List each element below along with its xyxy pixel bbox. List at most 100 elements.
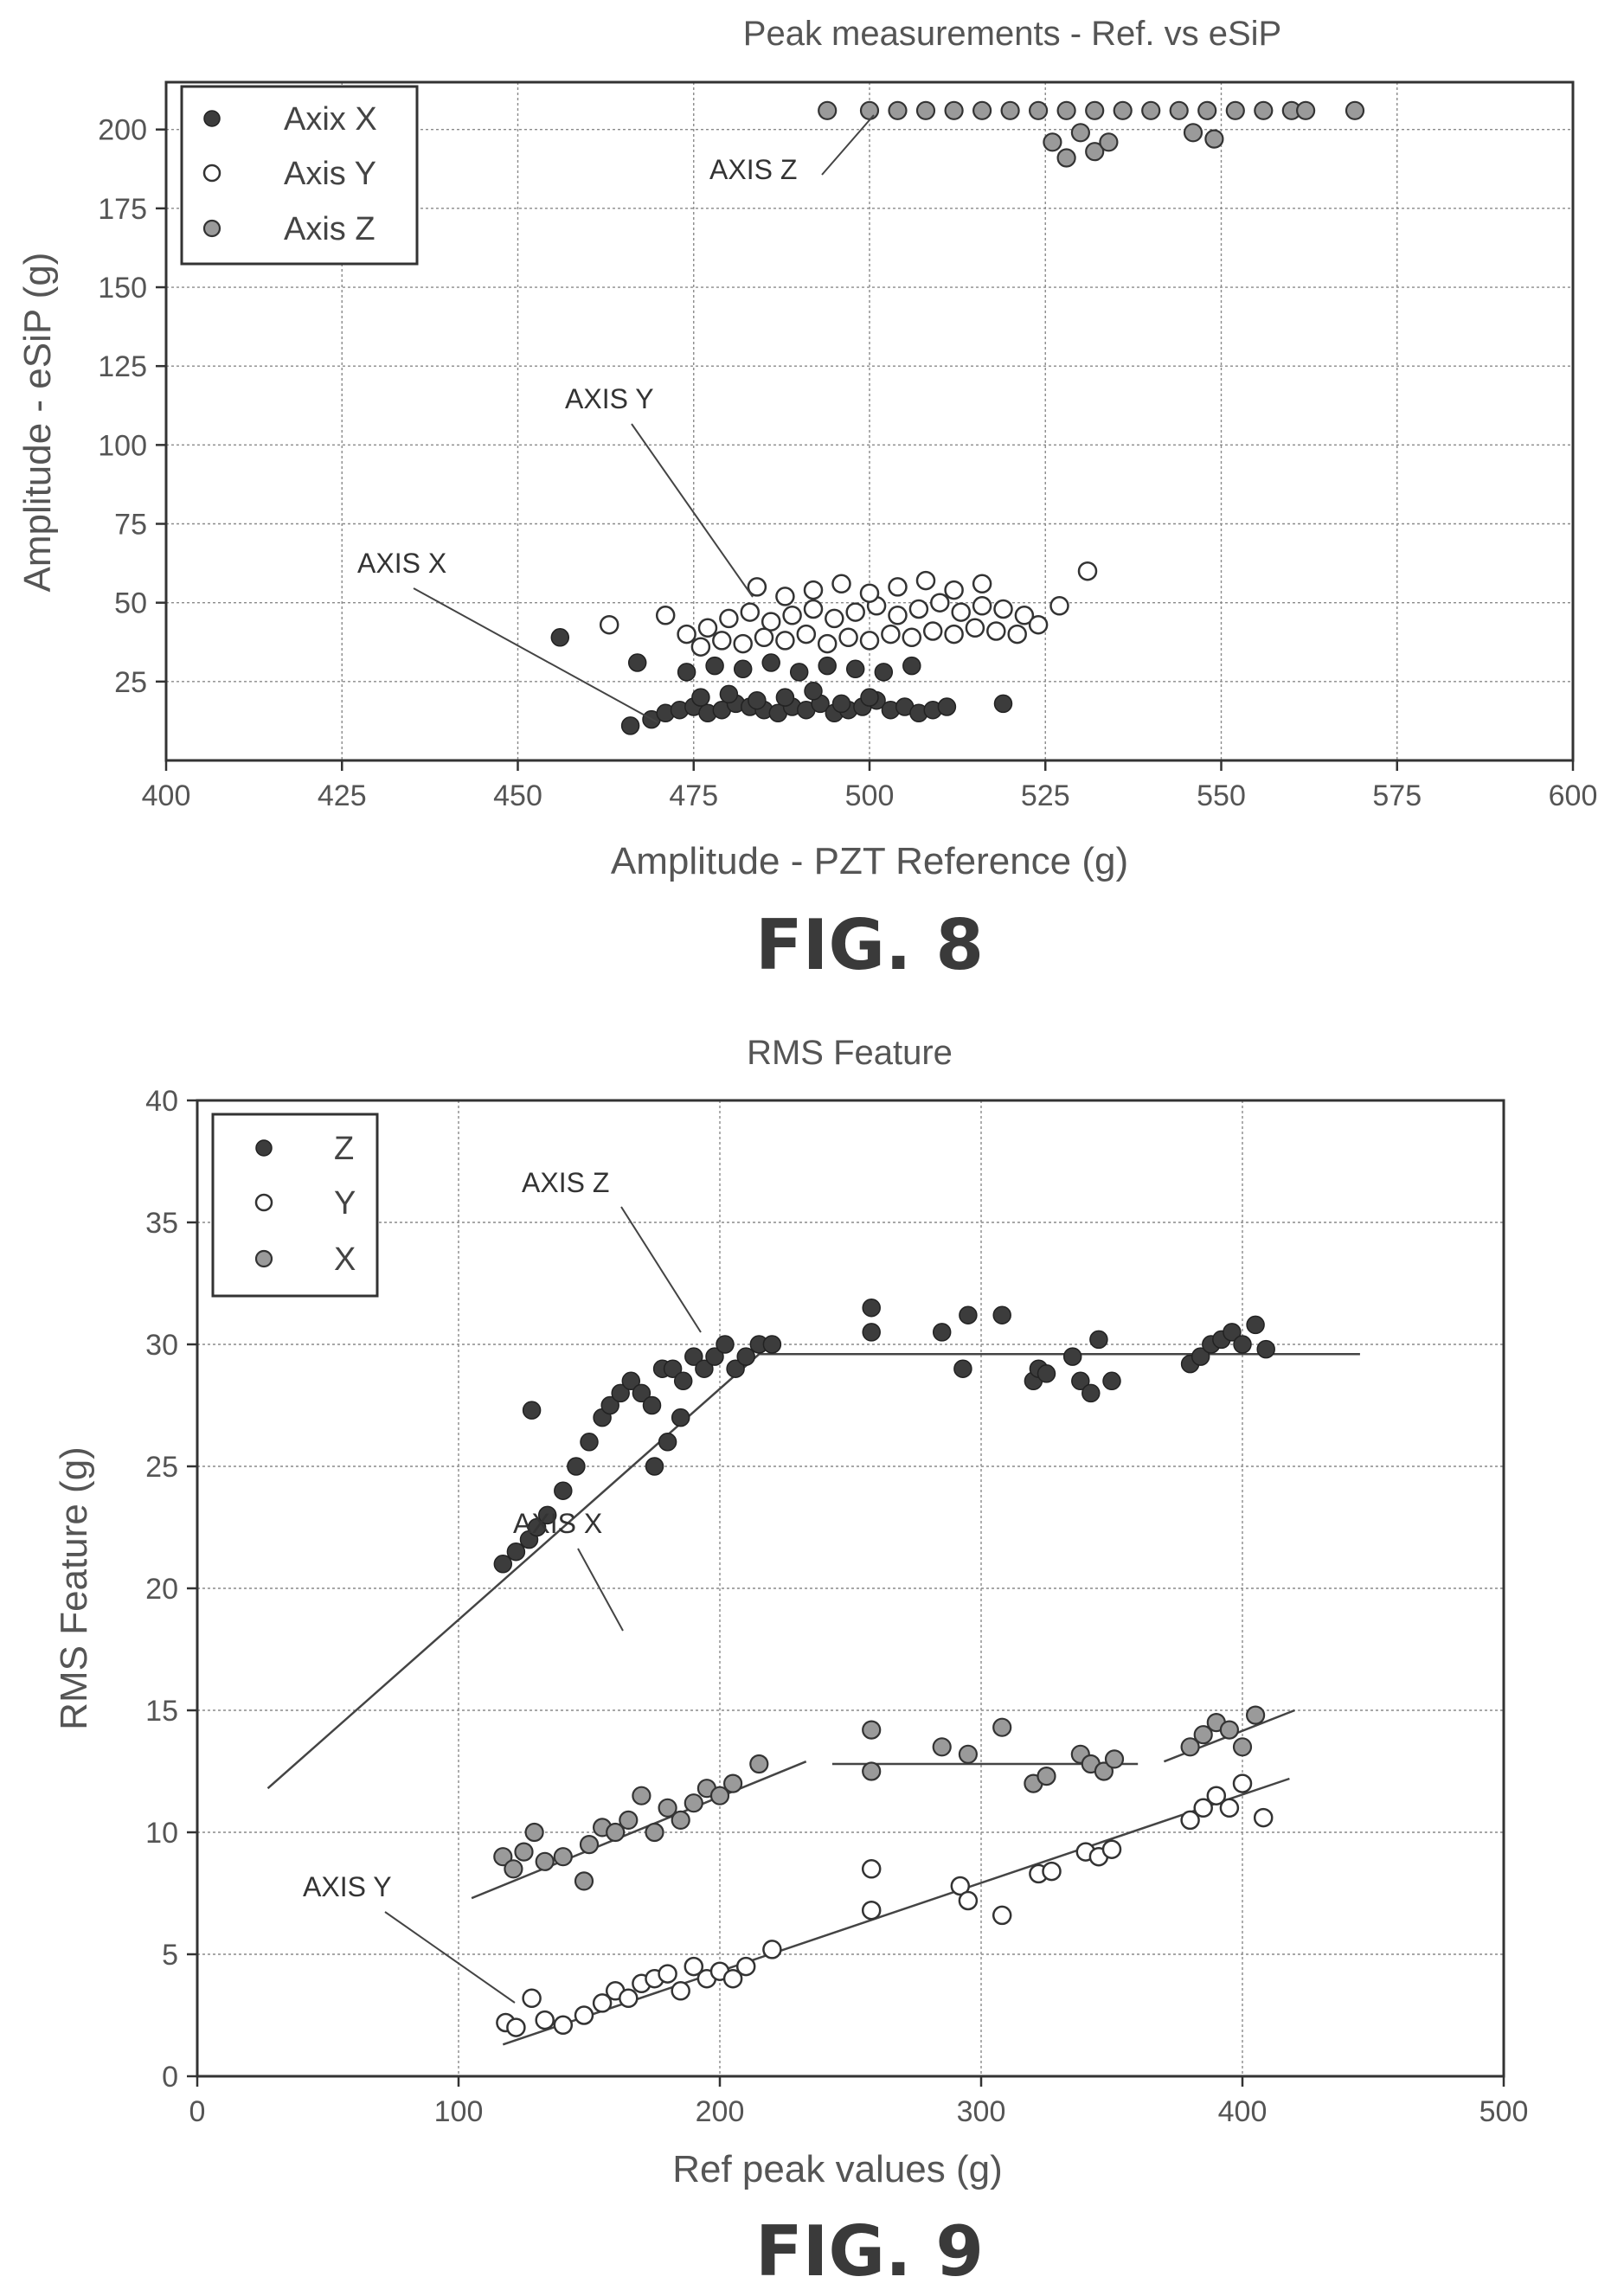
point-x	[535, 1851, 555, 1871]
x-tick-label: 475	[669, 779, 718, 812]
point-y	[992, 1905, 1012, 1926]
point-y	[735, 1956, 756, 1977]
point-x	[722, 1773, 743, 1793]
point-axis-y	[922, 621, 943, 641]
data-points	[493, 1298, 1275, 2037]
legend-label: Z	[334, 1131, 354, 1167]
grid	[196, 1100, 1505, 2077]
point-z	[862, 1323, 881, 1342]
fit-line-x	[471, 1760, 807, 1900]
point-axis-y	[712, 631, 732, 651]
point-axis-y	[1014, 606, 1035, 625]
legend-label: Axis Y	[284, 156, 376, 192]
point-z	[716, 1335, 735, 1354]
point-x	[1037, 1767, 1056, 1786]
point-axix-x	[550, 628, 570, 647]
point-axis-z	[1345, 100, 1365, 120]
point-x	[579, 1835, 600, 1855]
legend-marker	[202, 219, 221, 238]
legend: Z Y X	[211, 1113, 379, 1298]
x-tick-label: 400	[142, 779, 191, 812]
chart-rms-feature: RMS Feature 0 100 200 300 400 500 0 5 10 15 20 25 30…	[53, 1034, 1528, 2292]
point-axix-x	[789, 663, 809, 682]
point-axis-z	[1085, 142, 1105, 162]
point-axis-z	[1070, 123, 1091, 143]
legend-marker	[254, 1249, 273, 1268]
y-tick-label: 20	[145, 1573, 178, 1606]
point-axis-z	[1085, 100, 1105, 120]
point-axis-z	[1056, 148, 1076, 168]
point-x	[1245, 1705, 1266, 1725]
point-z	[527, 1517, 547, 1537]
point-z	[611, 1383, 630, 1403]
point-z	[684, 1347, 703, 1366]
point-axis-z	[1295, 100, 1316, 120]
point-axix-x	[719, 684, 739, 704]
point-axis-y	[733, 633, 753, 654]
y-tick-label: 75	[114, 509, 147, 542]
point-z	[1233, 1335, 1252, 1354]
chart-peak-measurements: Peak measurements - Ref. vs eSiP 400 425 4…	[16, 15, 1597, 985]
point-axis-y	[677, 624, 696, 645]
y-tick-label: 5	[162, 1939, 178, 1972]
point-y	[1232, 1773, 1253, 1793]
data-points	[550, 100, 1365, 735]
x-axis-label: Ref peak values (g)	[672, 2148, 1003, 2190]
point-x	[862, 1761, 882, 1781]
point-axis-y	[747, 577, 767, 597]
point-axis-y	[1007, 624, 1027, 645]
point-z	[537, 1505, 557, 1525]
point-y	[574, 2005, 594, 2025]
point-z	[736, 1347, 755, 1366]
point-axix-x	[761, 653, 780, 672]
point-z	[1062, 1347, 1082, 1366]
point-axis-z	[944, 100, 964, 120]
point-x	[932, 1737, 952, 1757]
point-x	[606, 1822, 626, 1843]
point-z	[522, 1401, 542, 1420]
point-z	[1256, 1339, 1275, 1359]
annotation-leader	[620, 1206, 702, 1333]
point-axix-x	[748, 690, 767, 710]
point-x	[619, 1810, 639, 1830]
point-x	[1232, 1737, 1253, 1757]
point-axis-z	[1028, 100, 1049, 120]
plot-frame	[164, 80, 1575, 762]
y-tick-label: 200	[98, 114, 147, 147]
point-axix-x	[775, 688, 795, 707]
annotation-axis-y: AXIS Y	[565, 383, 654, 414]
x-tick-label: 450	[493, 779, 542, 812]
point-axis-y	[908, 599, 929, 619]
point-y	[1219, 1798, 1240, 1818]
point-axis-z	[859, 100, 880, 120]
point-axis-y	[915, 570, 936, 591]
point-z	[1071, 1371, 1090, 1391]
point-y	[1042, 1861, 1062, 1882]
point-y	[722, 1968, 743, 1989]
point-axis-z	[1254, 100, 1274, 120]
point-x	[958, 1744, 979, 1764]
y-tick-label: 30	[145, 1329, 178, 1362]
point-x	[553, 1847, 573, 1867]
point-y	[535, 2010, 555, 2030]
axis-ticks: 400 425 450 475 500 525 550 575 600 25 50 75 100 125 1…	[98, 114, 1597, 812]
point-x	[1094, 1761, 1114, 1781]
y-tick-label: 40	[145, 1085, 178, 1118]
point-x	[493, 1847, 513, 1867]
annotation-axis-x: AXIS X	[357, 548, 446, 579]
point-axis-z	[1099, 132, 1119, 152]
x-tick-label: 300	[957, 2095, 1006, 2128]
point-axis-y	[1049, 596, 1069, 616]
fit-lines	[266, 1353, 1360, 2046]
point-axis-y	[655, 606, 676, 625]
annotation-leader	[577, 1548, 624, 1632]
point-axis-y	[888, 606, 908, 625]
point-axis-y	[690, 637, 711, 657]
point-z	[862, 1298, 881, 1318]
point-y	[684, 1956, 704, 1977]
point-x	[524, 1822, 544, 1843]
legend-marker	[202, 164, 221, 183]
legend-marker	[203, 110, 221, 127]
annotation-leader	[821, 114, 875, 176]
point-axis-y	[845, 602, 865, 622]
